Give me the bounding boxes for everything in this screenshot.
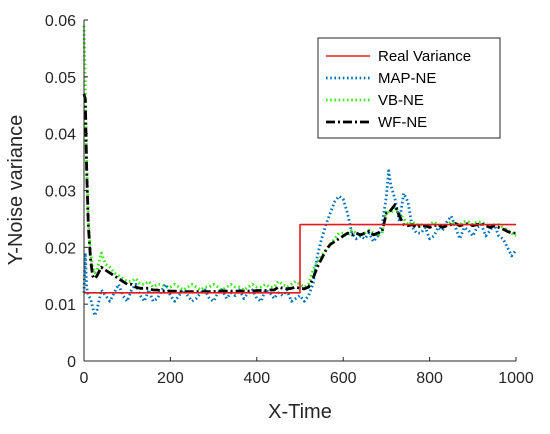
legend-label: WF-NE xyxy=(378,114,427,131)
legend-label: VB-NE xyxy=(378,92,424,109)
y-tick-label: 0.06 xyxy=(45,13,76,30)
y-axis-title: Y-Noise variance xyxy=(5,115,27,265)
x-tick-label: 600 xyxy=(330,370,357,387)
x-tick-label: 0 xyxy=(80,370,89,387)
legend-label: Real Variance xyxy=(378,48,471,65)
series-line-vb-ne xyxy=(82,25,517,292)
x-tick-label: 400 xyxy=(243,370,270,387)
series-line-real-variance xyxy=(84,223,516,294)
y-tick-label: 0.03 xyxy=(45,184,76,201)
x-tick-label: 200 xyxy=(157,370,184,387)
y-tick-label: 0 xyxy=(67,354,76,371)
x-tick-label: 800 xyxy=(416,370,443,387)
y-tick-label: 0.05 xyxy=(45,70,76,87)
legend-label: MAP-NE xyxy=(378,70,436,87)
x-tick-label: 1000 xyxy=(498,370,534,387)
series-layer xyxy=(82,25,518,317)
series-line-wf-ne xyxy=(82,93,516,294)
y-tick-label: 0.04 xyxy=(45,127,76,144)
legend: Real Variance MAP-NE VB-NE WF-NE xyxy=(317,37,501,139)
y-tick-label: 0.02 xyxy=(45,240,76,257)
series-line-map-ne xyxy=(82,169,518,317)
y-tick-label: 0.01 xyxy=(45,297,76,314)
x-axis-title: X-Time xyxy=(268,401,332,423)
ticks-layer: 0 200 400 600 800 1000 0 0.01 0.02 0.03 0.04 0.05 0.… xyxy=(45,13,534,387)
